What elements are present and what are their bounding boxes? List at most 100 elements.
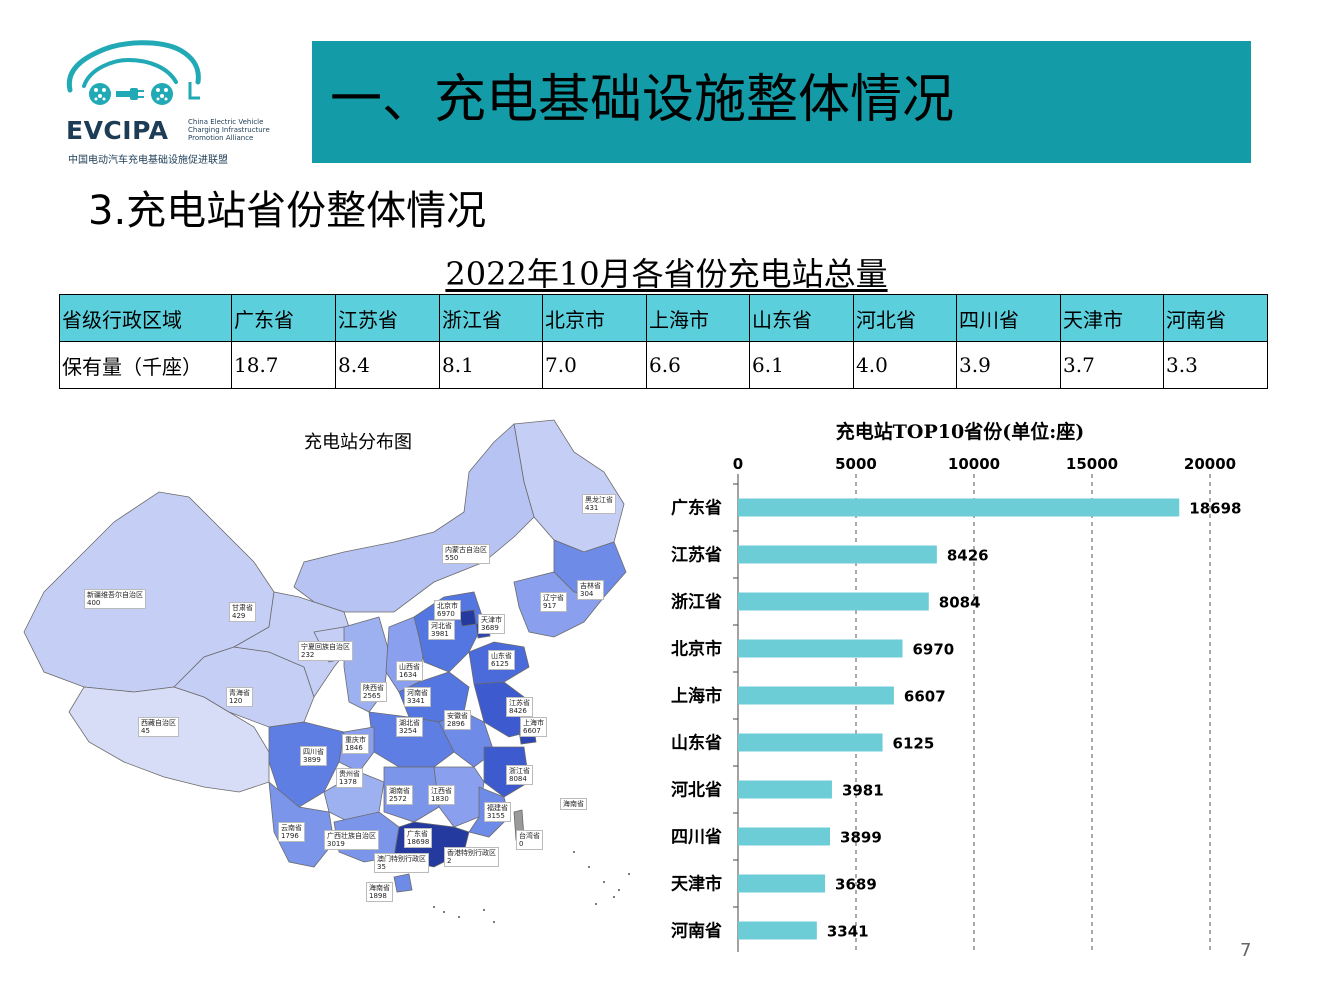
table-cell: 7.0 bbox=[542, 341, 647, 389]
category-label: 四川省 bbox=[671, 827, 722, 848]
map-label: 青海省 120 bbox=[226, 687, 253, 707]
map-label: 辽宁省 917 bbox=[540, 592, 567, 612]
category-label: 江苏省 bbox=[671, 545, 722, 566]
map-label: 新疆维吾尔自治区 400 bbox=[84, 589, 146, 609]
map-label: 海南省 bbox=[560, 798, 587, 810]
logo-wordmark: EVCIPA bbox=[66, 116, 169, 145]
x-tick-label: 15000 bbox=[1066, 455, 1118, 473]
x-tick-label: 20000 bbox=[1184, 455, 1236, 473]
bar bbox=[738, 874, 826, 893]
table-header-cell: 江苏省 bbox=[335, 294, 440, 342]
table-cell: 保有量（千座） bbox=[59, 341, 232, 389]
table-cell: 8.1 bbox=[439, 341, 543, 389]
bar-chart-svg: 充电站TOP10省份(单位:座) 0 5000 10000 15000 20000 广东省 1… bbox=[671, 420, 1241, 952]
map-label: 浙江省 8084 bbox=[506, 765, 533, 785]
logo-subtitle: China Electric Vehicle Charging Infrastr… bbox=[188, 118, 270, 142]
south-sea-islands bbox=[433, 851, 630, 923]
map-label: 台湾省 0 bbox=[516, 830, 543, 850]
bar bbox=[738, 592, 929, 611]
section-title: 3.充电站省份整体情况 bbox=[88, 188, 487, 234]
category-label: 山东省 bbox=[671, 733, 722, 754]
map-region-hainan bbox=[393, 873, 413, 893]
table-header-cell: 浙江省 bbox=[439, 294, 543, 342]
table-cell: 3.9 bbox=[956, 341, 1061, 389]
map-label: 北京市 6970 bbox=[434, 600, 461, 620]
table-header-cell: 北京市 bbox=[542, 294, 647, 342]
map-label: 河北省 3981 bbox=[428, 620, 455, 640]
map-label: 广东省 18698 bbox=[404, 828, 433, 848]
map-label: 贵州省 1378 bbox=[336, 768, 363, 788]
map-label: 江西省 1830 bbox=[428, 785, 455, 805]
logo-chinese-name: 中国电动汽车充电基础设施促进联盟 bbox=[68, 155, 228, 166]
map-title: 充电站分布图 bbox=[304, 432, 412, 453]
map-region-beijing bbox=[458, 609, 477, 627]
car-plug-icon bbox=[66, 40, 201, 105]
bar bbox=[738, 686, 894, 705]
data-label: 6607 bbox=[904, 688, 946, 706]
map-label: 四川省 3899 bbox=[300, 746, 327, 766]
x-tick-label: 0 bbox=[733, 455, 743, 473]
category-label: 北京市 bbox=[671, 639, 722, 660]
table-cell: 6.6 bbox=[646, 341, 750, 389]
evcipa-logo: EVCIPA China Electric Vehicle Charging I… bbox=[62, 38, 282, 166]
table-header-cell: 四川省 bbox=[956, 294, 1061, 342]
map-label: 福建省 3155 bbox=[484, 802, 511, 822]
title-banner: 一、充电基础设施整体情况 bbox=[312, 41, 1251, 163]
china-map: 充电站分布图 黑龙江省 431 内蒙古自治区 550 吉林省 304 辽宁省 917 新… bbox=[14, 412, 664, 932]
map-label: 黑龙江省 431 bbox=[582, 494, 616, 514]
category-label: 河北省 bbox=[671, 780, 722, 801]
table-cell: 8.4 bbox=[335, 341, 440, 389]
map-label: 重庆市 1846 bbox=[342, 734, 369, 754]
data-label: 3689 bbox=[835, 876, 877, 894]
map-region-inner-mongolia bbox=[293, 423, 535, 613]
page-number: 7 bbox=[1240, 940, 1252, 961]
bar bbox=[738, 733, 883, 752]
map-label: 湖南省 2572 bbox=[386, 785, 413, 805]
map-label: 甘肃省 429 bbox=[229, 602, 256, 622]
map-label: 香港特别行政区 2 bbox=[444, 847, 499, 867]
map-label: 山西省 1634 bbox=[396, 661, 423, 681]
map-label: 江苏省 8426 bbox=[506, 697, 533, 717]
category-label: 天津市 bbox=[671, 874, 722, 895]
province-table: 省级行政区域 广东省 江苏省 浙江省 北京市 上海市 山东省 河北省 四川省 天… bbox=[59, 294, 1268, 389]
data-label: 6970 bbox=[912, 641, 954, 659]
data-label: 3341 bbox=[827, 923, 869, 941]
map-label: 广西壮族自治区 3019 bbox=[324, 830, 379, 850]
table-cell: 4.0 bbox=[853, 341, 957, 389]
table-header-cell: 广东省 bbox=[231, 294, 336, 342]
table-row: 保有量（千座） 18.7 8.4 8.1 7.0 6.6 6.1 4.0 3.9… bbox=[59, 341, 1268, 389]
table-header-cell: 山东省 bbox=[749, 294, 854, 342]
bar bbox=[738, 921, 817, 940]
category-label: 河南省 bbox=[671, 921, 722, 942]
map-label: 海南省 1898 bbox=[366, 882, 393, 902]
category-label: 广东省 bbox=[671, 498, 722, 519]
table-header-cell: 上海市 bbox=[646, 294, 750, 342]
map-label: 云南省 1796 bbox=[278, 822, 305, 842]
map-label: 河南省 3341 bbox=[404, 687, 431, 707]
page-title: 一、充电基础设施整体情况 bbox=[330, 70, 955, 130]
map-label: 西藏自治区 45 bbox=[138, 717, 179, 737]
map-label: 宁夏回族自治区 232 bbox=[298, 641, 353, 661]
data-label: 8084 bbox=[939, 594, 981, 612]
table-cell: 3.7 bbox=[1060, 341, 1164, 389]
table-cell: 18.7 bbox=[231, 341, 336, 389]
bar bbox=[738, 498, 1180, 517]
table-title: 2022年10月各省份充电站总量 bbox=[445, 255, 888, 293]
bar bbox=[738, 780, 832, 799]
bar bbox=[738, 827, 831, 846]
category-label: 上海市 bbox=[671, 686, 722, 707]
data-label: 8426 bbox=[947, 547, 989, 565]
table-header-cell: 河南省 bbox=[1163, 294, 1268, 342]
bar bbox=[738, 639, 903, 658]
table-header-row: 省级行政区域 广东省 江苏省 浙江省 北京市 上海市 山东省 河北省 四川省 天… bbox=[59, 294, 1268, 342]
table-header-cell: 河北省 bbox=[853, 294, 957, 342]
data-label: 3899 bbox=[840, 829, 882, 847]
data-label: 3981 bbox=[842, 782, 884, 800]
map-label: 澳门特别行政区 35 bbox=[374, 853, 429, 873]
map-label: 陕西省 2565 bbox=[360, 682, 387, 702]
x-tick-label: 5000 bbox=[835, 455, 877, 473]
category-label: 浙江省 bbox=[671, 592, 722, 613]
map-label: 上海市 6607 bbox=[520, 717, 547, 737]
table-header-cell: 天津市 bbox=[1060, 294, 1164, 342]
map-label: 安徽省 2896 bbox=[444, 710, 471, 730]
